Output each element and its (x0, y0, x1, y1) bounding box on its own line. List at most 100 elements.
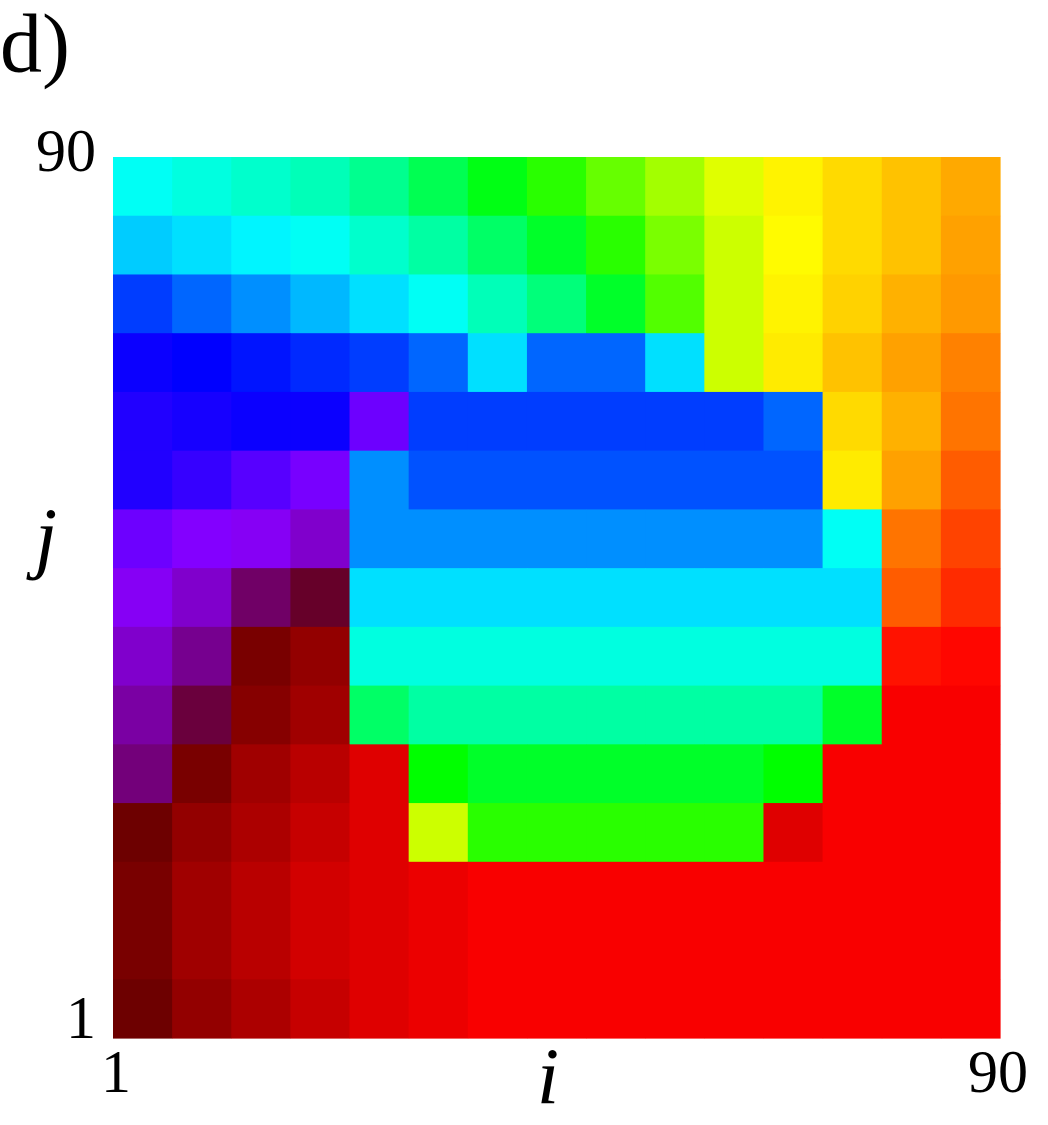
heatmap-cell (467, 685, 528, 745)
heatmap-cell (586, 157, 646, 217)
heatmap-cell (467, 157, 528, 217)
x-tick-label: 90 (968, 1039, 1028, 1105)
heatmap-cell (940, 333, 1001, 393)
heatmap-cell (704, 274, 765, 334)
heatmap-cell (940, 450, 1001, 510)
heatmap-cell (645, 920, 705, 980)
heatmap-cell (822, 979, 883, 1039)
heatmap-cell (467, 274, 528, 334)
heatmap-cell (940, 803, 1001, 863)
heatmap-cell (408, 157, 469, 217)
heatmap-cell (172, 626, 232, 687)
heatmap-cell (408, 274, 469, 334)
y-tick-label: 90 (36, 118, 96, 184)
heatmap-cell (881, 979, 942, 1039)
heatmap-cell (822, 568, 883, 628)
heatmap-cell (113, 568, 173, 628)
heatmap-cell (349, 215, 410, 276)
heatmap-cell (349, 979, 410, 1039)
heatmap-cell (763, 215, 824, 276)
heatmap-cell (113, 920, 173, 980)
heatmap-cell (172, 568, 232, 628)
heatmap-cell (290, 215, 351, 276)
heatmap-cell (881, 450, 942, 510)
heatmap-cell (231, 157, 291, 217)
heatmap-cell (231, 920, 291, 980)
heatmap-cell (645, 274, 705, 334)
heatmap-cell (172, 157, 232, 217)
heatmap-cell (881, 744, 942, 804)
heatmap-cell (763, 803, 824, 863)
heatmap-cell (822, 744, 883, 804)
heatmap-cell (940, 391, 1001, 452)
heatmap-cell (645, 450, 705, 510)
heatmap-cell (645, 626, 705, 687)
heatmap-cell (172, 450, 232, 510)
heatmap-cell (586, 391, 646, 452)
heatmap-cell (349, 450, 410, 510)
heatmap-cell (526, 391, 587, 452)
heatmap-cell (881, 685, 942, 745)
heatmap-cell (408, 861, 469, 922)
heatmap-cell (645, 744, 705, 804)
heatmap-cell (940, 685, 1001, 745)
heatmap-cell (172, 861, 232, 922)
heatmap-cell (113, 274, 173, 334)
heatmap-cell (763, 157, 824, 217)
heatmap-cell (172, 920, 232, 980)
heatmap-cell (467, 450, 528, 510)
y-tick-label: 1 (66, 985, 96, 1051)
heatmap-cell (290, 568, 351, 628)
heatmap-cell (822, 157, 883, 217)
heatmap-cell (940, 920, 1001, 980)
heatmap-cell (526, 979, 587, 1039)
heatmap-cell (586, 333, 646, 393)
heatmap-cell (881, 215, 942, 276)
heatmap-cell (408, 626, 469, 687)
heatmap-cell (645, 333, 705, 393)
panel-label: d) (0, 0, 70, 90)
heatmap-cell (113, 979, 173, 1039)
heatmap-cell (526, 920, 587, 980)
heatmap-cell (586, 509, 646, 569)
heatmap-cell (172, 215, 232, 276)
heatmap-cell (172, 744, 232, 804)
heatmap-cell (113, 744, 173, 804)
heatmap-cell (467, 509, 528, 569)
heatmap-cell (172, 685, 232, 745)
x-tick-label: 1 (101, 1039, 131, 1105)
heatmap-cell (586, 861, 646, 922)
heatmap-cell (349, 333, 410, 393)
heatmap-cell (822, 685, 883, 745)
heatmap-cell (408, 744, 469, 804)
heatmap-cell (467, 626, 528, 687)
heatmap-cell (881, 626, 942, 687)
heatmap-cell (763, 920, 824, 980)
heatmap-cell (526, 509, 587, 569)
heatmap-cell (940, 626, 1001, 687)
heatmap-cell (172, 803, 232, 863)
heatmap-cell (704, 803, 765, 863)
heatmap-cell (586, 450, 646, 510)
heatmap-cell (704, 157, 765, 217)
heatmap-cell (940, 509, 1001, 569)
heatmap-cell (586, 920, 646, 980)
heatmap-cell (822, 803, 883, 863)
heatmap-cell (704, 509, 765, 569)
heatmap-cell (822, 274, 883, 334)
heatmap-cell (231, 979, 291, 1039)
heatmap-cell (822, 391, 883, 452)
heatmap-cell (349, 509, 410, 569)
heatmap-cell (822, 215, 883, 276)
heatmap-cell (408, 391, 469, 452)
heatmap-cell (763, 568, 824, 628)
heatmap-cell (526, 803, 587, 863)
heatmap-cell (526, 157, 587, 217)
heatmap-cell (526, 744, 587, 804)
heatmap-cell (467, 803, 528, 863)
heatmap-cell (113, 685, 173, 745)
heatmap-cell (172, 274, 232, 334)
heatmap-cell (231, 333, 291, 393)
heatmap-cell (526, 274, 587, 334)
heatmap-cell (290, 391, 351, 452)
